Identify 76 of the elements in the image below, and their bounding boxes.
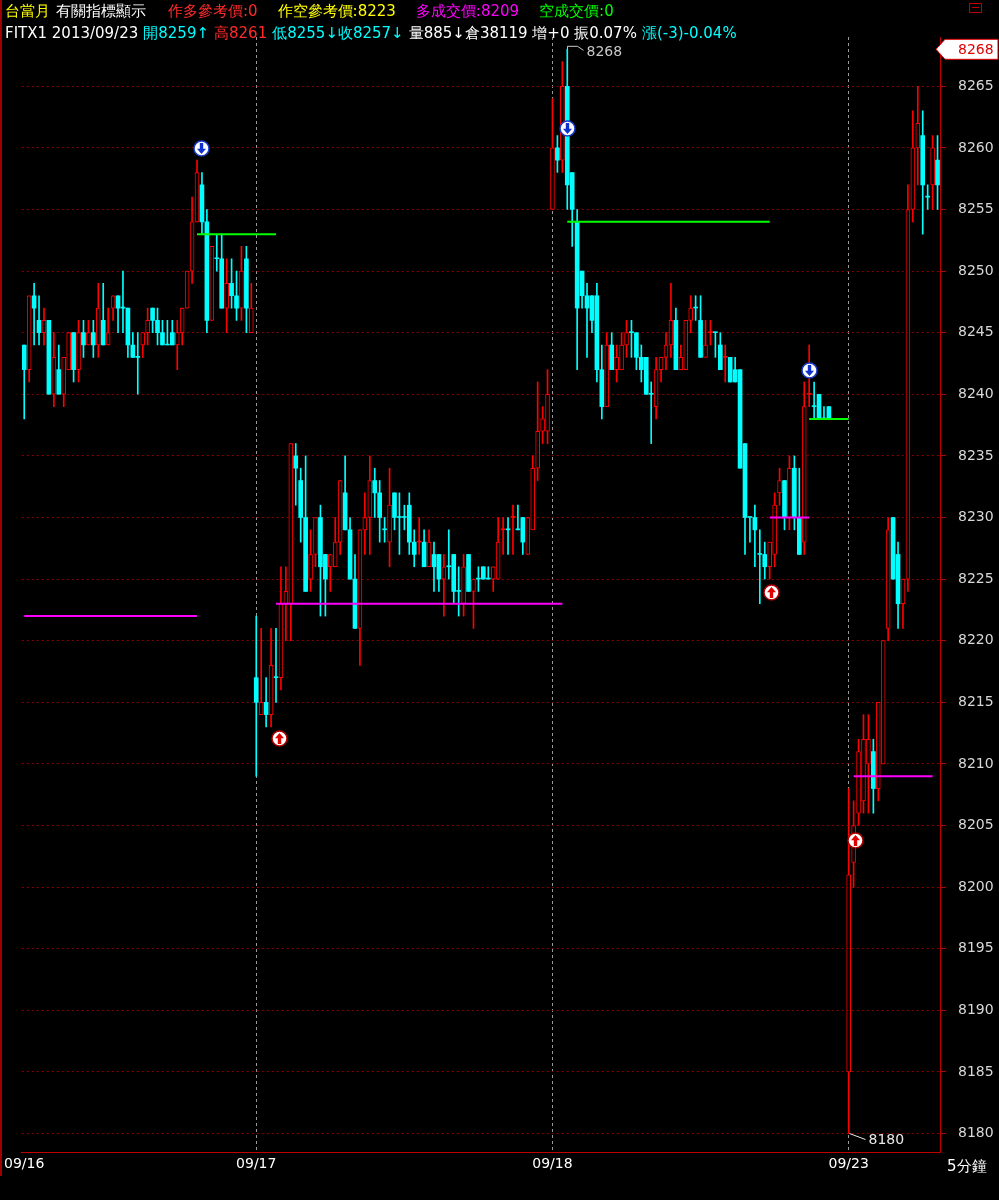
y-tick-label: 8205 xyxy=(958,816,994,833)
candlestick xyxy=(86,320,91,346)
annotation: 開8259↑ xyxy=(143,24,210,42)
candlestick xyxy=(510,504,516,555)
text: 多成交價:8209 xyxy=(415,2,520,20)
y-tick-label: 8240 xyxy=(958,384,994,401)
chart-title: 台當月 xyxy=(5,2,50,20)
candlestick xyxy=(811,381,817,420)
candlestick xyxy=(253,615,259,777)
text: 作空參考價:8223 xyxy=(277,2,396,20)
y-tick-label: 8250 xyxy=(958,261,994,278)
x-tick-label: 09/18 xyxy=(532,1155,573,1172)
y-tick-label: 8210 xyxy=(958,754,994,771)
annotation: 8180 xyxy=(868,1131,905,1148)
y-tick-label: 8255 xyxy=(958,200,994,217)
annotation: 量885↓倉38119 增+0 振0.07% xyxy=(408,24,637,42)
y-tick-label: 8200 xyxy=(958,877,994,894)
candlestick xyxy=(846,788,851,1134)
y-tick-label: 8265 xyxy=(958,76,994,93)
y-tick-label: 8195 xyxy=(958,939,994,956)
candlestick xyxy=(135,332,141,395)
candlestick xyxy=(861,714,866,814)
candlestick xyxy=(703,320,708,358)
candlestick xyxy=(224,258,229,334)
y-tick-label: 8190 xyxy=(958,1000,994,1017)
y-tick-label: 8225 xyxy=(958,569,994,586)
candlestick xyxy=(248,283,254,334)
candlestick xyxy=(619,332,624,370)
annotation: 8268 xyxy=(586,42,623,59)
y-tick-label: 8230 xyxy=(958,508,994,525)
candlestick xyxy=(461,554,466,617)
annotation: 高8261 xyxy=(214,24,268,42)
candlestick xyxy=(866,714,871,814)
candlestick xyxy=(930,135,935,210)
y-tick-label: 8235 xyxy=(958,446,994,463)
candlestick xyxy=(308,529,313,592)
candlestick xyxy=(688,295,694,334)
candlestick xyxy=(471,578,476,629)
x-axis-title: 5分鐘 xyxy=(947,1157,987,1175)
candlestick xyxy=(273,628,279,703)
candlestick xyxy=(777,467,782,506)
annotation: FITX1 2013/09/23 xyxy=(5,24,139,42)
candlestick xyxy=(772,492,777,568)
candlestick xyxy=(722,344,728,383)
chart-subtitle: 有關指標顯示 xyxy=(56,2,146,20)
candlestick xyxy=(915,85,921,186)
candlestick xyxy=(614,344,619,383)
candlestick xyxy=(500,517,506,555)
candlestick xyxy=(239,246,244,321)
candlestick xyxy=(856,738,861,826)
candlestick xyxy=(550,98,555,210)
y-tick-label: 8220 xyxy=(958,631,994,648)
annotation: 低8255↓收8257↓ xyxy=(272,24,404,42)
candlestick xyxy=(505,517,511,555)
y-tick-label: 8245 xyxy=(958,323,994,340)
candlestick xyxy=(787,455,792,531)
y-tick-label: 8180 xyxy=(958,1124,994,1141)
candlestick xyxy=(76,320,81,383)
candlestick xyxy=(535,381,540,481)
x-tick-label: 09/23 xyxy=(828,1155,869,1172)
x-tick-label: 09/16 xyxy=(4,1155,45,1172)
annotation: 漲(-3)-0.04% xyxy=(641,24,737,42)
x-tick-label: 09/17 xyxy=(236,1155,277,1172)
candlestick xyxy=(545,369,550,444)
candlestick xyxy=(145,307,150,346)
y-tick-label: 8268 xyxy=(958,40,994,57)
text: 空成交價:0 xyxy=(539,2,614,20)
candlestick xyxy=(387,467,392,568)
candlestick xyxy=(313,517,318,568)
text: 作多參考價:0 xyxy=(168,2,258,20)
y-tick-label: 8215 xyxy=(958,692,994,709)
candlestick xyxy=(624,320,629,358)
y-tick-label: 8260 xyxy=(958,138,994,155)
y-tick-label: 8185 xyxy=(958,1062,994,1079)
candlestick xyxy=(540,406,545,444)
candlestick xyxy=(258,628,264,715)
